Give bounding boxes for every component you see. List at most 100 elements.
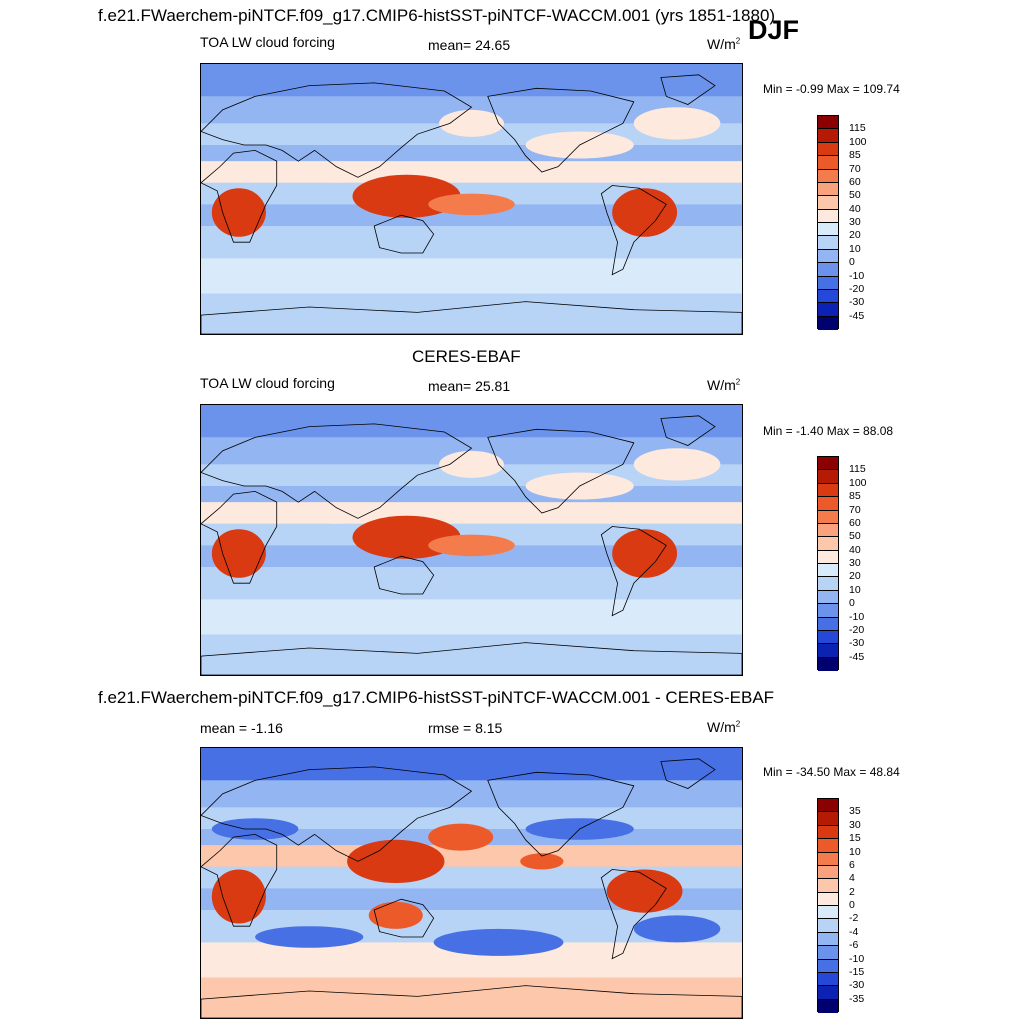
colorbar-swatch (818, 510, 838, 524)
colorbar-swatch (818, 156, 838, 170)
colorbar-tick-label: 30 (849, 818, 861, 831)
colorbar-tick-label: -15 (849, 965, 865, 978)
panel3-map (200, 747, 743, 1019)
field-band (201, 64, 742, 97)
panel2-minmax-label: Min = -1.40 Max = 88.08 (763, 424, 894, 438)
field-blob (255, 926, 364, 948)
coastline (487, 428, 635, 514)
colorbar-tick-label: 70 (849, 162, 861, 175)
colorbar-tick-label: 0 (849, 597, 855, 610)
colorbar-swatch (818, 999, 838, 1013)
field-blob (633, 915, 721, 943)
colorbar-tick-label: 115 (849, 122, 866, 135)
coastline (201, 149, 278, 243)
panel1-variable-label: TOA LW cloud forcing (200, 34, 335, 50)
colorbar-swatch (818, 196, 838, 210)
colorbar-tick-label: -2 (849, 912, 859, 925)
field-band (201, 634, 742, 675)
field-band (201, 145, 742, 162)
colorbar-swatch (818, 879, 838, 893)
colorbar-tick-label: 6 (849, 858, 855, 871)
panel1-minmax-label: Min = -0.99 Max = 109.74 (763, 82, 900, 96)
colorbar-tick-label: 100 (849, 476, 867, 489)
colorbar-swatch (818, 630, 838, 645)
coastline (487, 87, 635, 173)
colorbar-swatch (818, 972, 838, 987)
colorbar-tick-label: 0 (849, 899, 855, 911)
colorbar-swatch (818, 657, 838, 671)
field-blob (520, 853, 564, 870)
field-blob (428, 823, 494, 851)
panel1-colorbar (817, 115, 839, 330)
colorbar-swatch (818, 223, 838, 237)
field-band (201, 599, 742, 635)
colorbar-swatch (818, 182, 838, 197)
colorbar-swatch (818, 169, 838, 183)
colorbar-tick-label: 70 (849, 503, 861, 516)
colorbar-swatch (818, 852, 838, 866)
colorbar-swatch (818, 316, 838, 330)
colorbar-swatch (818, 457, 838, 471)
panel1-unit-label: W/m2 (707, 36, 741, 52)
panel3-colorbar (817, 798, 839, 1013)
field-blob (439, 450, 504, 478)
colorbar-tick-label: -30 (849, 637, 865, 650)
colorbar-tick-label: 10 (849, 583, 861, 596)
coastline (201, 301, 742, 334)
field-blob (211, 529, 266, 578)
colorbar-tick-label: 30 (849, 557, 861, 569)
field-blob (428, 193, 515, 216)
coastline (201, 642, 742, 675)
colorbar-swatch (818, 825, 838, 840)
colorbar-tick-label: 2 (849, 885, 855, 898)
coastline (600, 185, 667, 276)
colorbar-tick-label: 100 (849, 135, 867, 148)
field-band (201, 502, 742, 524)
colorbar-swatch (818, 263, 838, 277)
coastline (660, 74, 716, 105)
colorbar-tick-label: -30 (849, 296, 865, 309)
colorbar-tick-label: 60 (849, 516, 861, 529)
colorbar-tick-label: -30 (849, 979, 865, 992)
field-band (201, 888, 742, 910)
colorbar-swatch (818, 289, 838, 304)
colorbar-tick-label: -45 (849, 309, 865, 322)
panel2-mean-label: mean= 25.81 (428, 378, 511, 394)
colorbar-swatch (818, 644, 838, 658)
colorbar-swatch (818, 276, 838, 290)
coastline (660, 758, 716, 789)
colorbar-swatch (818, 617, 838, 631)
field-band (201, 780, 742, 808)
colorbar-tick-label: 50 (849, 189, 861, 202)
colorbar-tick-label: 40 (849, 543, 861, 556)
colorbar-swatch (818, 919, 838, 933)
coastline (201, 766, 473, 862)
colorbar-tick-label: -35 (849, 992, 865, 1005)
colorbar-tick-label: 10 (849, 242, 861, 255)
field-blob (606, 869, 683, 913)
panel3-title: f.e21.FWaerchem-piNTCF.f09_g17.CMIP6-his… (98, 688, 775, 707)
colorbar-swatch (818, 209, 838, 223)
field-blob (633, 448, 721, 481)
colorbar-swatch (818, 946, 838, 960)
field-blob (211, 188, 266, 237)
colorbar-tick-label: 60 (849, 175, 861, 188)
field-blob (428, 534, 515, 557)
colorbar-tick-label: 85 (849, 490, 861, 503)
coastline (201, 82, 473, 178)
colorbar-tick-label: -20 (849, 282, 865, 295)
coastline (600, 526, 667, 617)
field-band (201, 523, 742, 546)
colorbar-swatch (818, 550, 838, 564)
colorbar-swatch (818, 129, 838, 143)
coastline (373, 214, 435, 254)
panel3-unit-label: W/m2 (707, 719, 741, 735)
colorbar-swatch (818, 249, 838, 264)
field-blob (433, 928, 564, 956)
colorbar-tick-label: 40 (849, 202, 861, 215)
field-blob (309, 161, 364, 183)
colorbar-tick-label: -10 (849, 952, 865, 965)
coastline (201, 490, 278, 584)
colorbar-swatch (818, 986, 838, 1000)
colorbar-swatch (818, 483, 838, 498)
